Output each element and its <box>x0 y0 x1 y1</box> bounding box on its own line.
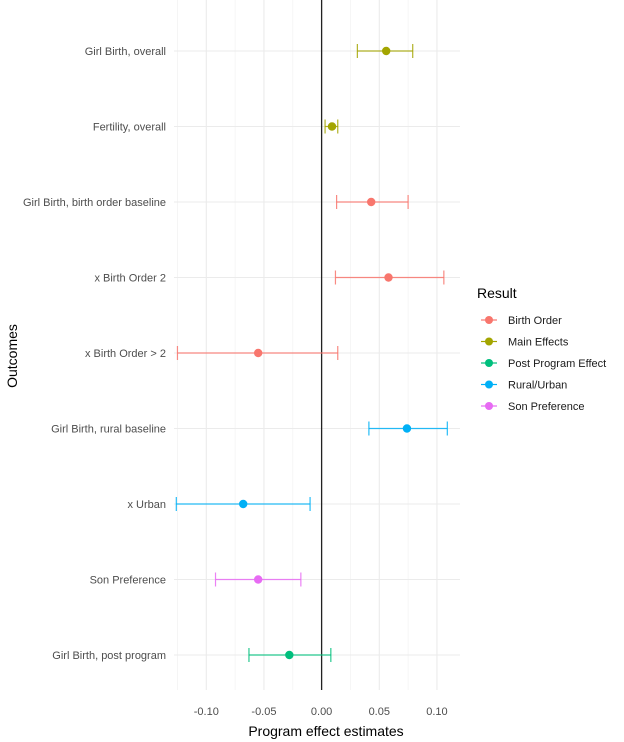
point-estimate <box>327 122 337 131</box>
legend-key-dot <box>485 402 493 410</box>
y-tick-label: Girl Birth, overall <box>85 46 166 58</box>
error-bar-point <box>214 572 302 587</box>
legend-entry: Son Preference <box>481 401 584 413</box>
grid <box>174 0 460 690</box>
y-axis-title: Outcomes <box>4 324 20 388</box>
y-tick-label: Fertility, overall <box>93 122 166 134</box>
legend-label: Post Program Effect <box>508 358 606 370</box>
error-bar-point <box>175 497 311 511</box>
point-estimate <box>238 499 248 509</box>
y-tick-label: x Birth Order > 2 <box>85 348 166 360</box>
legend-label: Main Effects <box>508 337 569 349</box>
error-bar-point <box>334 270 445 285</box>
y-tick-label: Son Preference <box>90 575 166 587</box>
x-tick-label: 0.10 <box>426 706 447 718</box>
point-estimate <box>253 348 263 358</box>
y-tick-label: x Birth Order 2 <box>94 273 166 285</box>
legend-title: Result <box>477 285 517 301</box>
error-bar-point <box>368 421 448 436</box>
error-bar-point <box>356 44 414 58</box>
error-bar-point <box>248 648 332 662</box>
error-bar-point <box>176 346 339 360</box>
y-tick-label: Girl Birth, birth order baseline <box>23 197 166 209</box>
x-tick-label: 0.00 <box>311 706 332 718</box>
point-estimate <box>402 424 412 433</box>
y-tick-label: x Urban <box>127 499 166 511</box>
error-bar-point <box>324 119 339 134</box>
legend-label: Birth Order <box>508 315 562 327</box>
legend-entry: Main Effects <box>481 337 569 349</box>
legend-key-dot <box>485 337 493 346</box>
x-tick-label: -0.05 <box>251 706 276 718</box>
legend-entry: Post Program Effect <box>481 358 606 370</box>
legend-key-dot <box>485 380 493 389</box>
point-estimate <box>367 197 376 207</box>
legend: Result Birth Order Main Effects Post Progr… <box>477 285 606 413</box>
y-tick-label: Girl Birth, post program <box>52 650 166 662</box>
y-axis-tick-labels: Girl Birth, overall Fertility, overall Gir… <box>23 46 166 662</box>
legend-entry: Rural/Urban <box>481 380 567 392</box>
error-bar-point <box>336 195 409 209</box>
point-estimate <box>253 575 263 584</box>
y-tick-label: Girl Birth, rural baseline <box>51 424 166 436</box>
data-marks <box>175 44 448 662</box>
x-tick-label: 0.05 <box>369 706 390 718</box>
point-estimate <box>381 46 391 56</box>
legend-key-dot <box>485 359 493 367</box>
x-axis-title: Program effect estimates <box>248 723 403 739</box>
point-estimate <box>384 273 393 282</box>
x-axis-tick-labels: -0.10 -0.05 0.00 0.05 0.10 <box>194 706 448 718</box>
x-tick-label: -0.10 <box>194 706 219 718</box>
legend-label: Rural/Urban <box>508 380 567 392</box>
legend-entry: Birth Order <box>481 315 562 327</box>
legend-key-dot <box>485 316 493 324</box>
point-estimate <box>285 650 294 660</box>
legend-label: Son Preference <box>508 401 584 413</box>
